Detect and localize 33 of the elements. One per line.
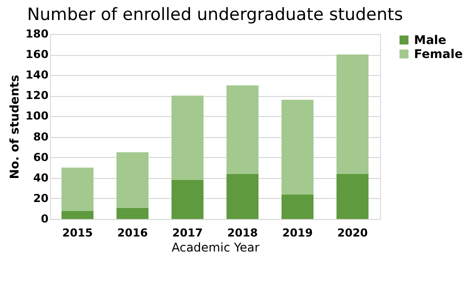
y-tick-label: 40 — [33, 171, 49, 184]
bar — [172, 180, 204, 219]
legend-label: Male — [414, 33, 446, 47]
bar — [282, 194, 314, 219]
y-tick-label: 160 — [26, 48, 49, 62]
y-tick-label: 60 — [33, 150, 49, 164]
bar — [62, 168, 94, 211]
bar — [116, 152, 148, 208]
y-tick-label: 140 — [26, 68, 49, 82]
bar — [336, 54, 368, 174]
bar — [172, 96, 204, 180]
y-tick-label: 80 — [33, 130, 49, 144]
y-tick-label: 120 — [26, 89, 49, 102]
x-tick-label: 2019 — [282, 226, 313, 240]
bar — [62, 210, 94, 219]
bar — [116, 208, 148, 219]
bar — [336, 174, 368, 219]
chart-title: Number of enrolled undergraduate students — [27, 5, 404, 25]
legend-label: Female — [414, 47, 463, 61]
y-tick-label: 0 — [40, 212, 49, 226]
x-tick-label: 2016 — [117, 226, 148, 240]
y-axis-title: No. of students — [8, 74, 22, 180]
bar — [226, 85, 258, 174]
y-tick-label: 20 — [33, 192, 49, 205]
y-tick-label: 100 — [26, 110, 49, 123]
x-axis-title: Academic Year — [172, 240, 260, 254]
x-tick-label: 2015 — [62, 226, 93, 240]
bar — [282, 100, 314, 194]
x-tick-label: 2018 — [227, 226, 258, 240]
x-tick-label: 2017 — [172, 226, 203, 240]
x-tick-label: 2020 — [337, 226, 368, 240]
y-tick-label: 180 — [26, 28, 49, 40]
bar — [226, 174, 258, 219]
